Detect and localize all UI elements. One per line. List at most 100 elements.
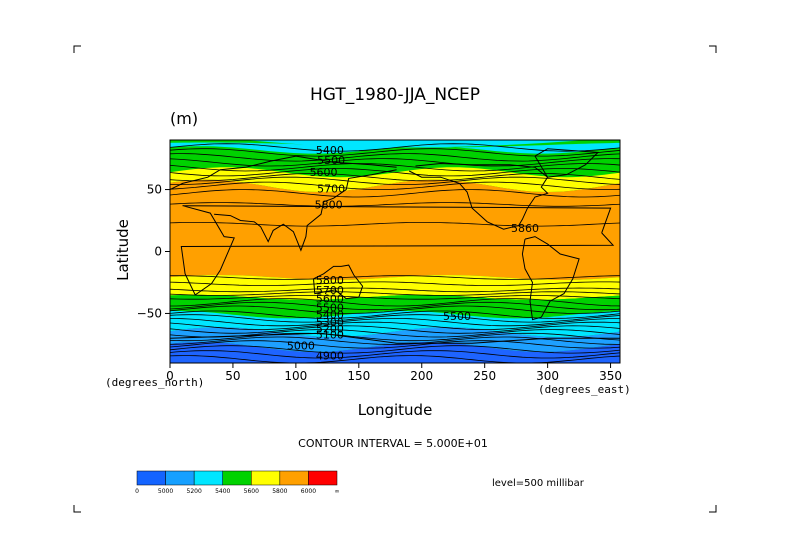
height-band-1 <box>170 142 620 154</box>
contour-labels: 5400550056005700580058605800570056005500… <box>287 144 539 363</box>
colorbar-swatch-4 <box>251 470 281 486</box>
contour-label-5000: 5000 <box>287 340 315 353</box>
contour-label-5200: 5200 <box>316 322 344 335</box>
x-tick-label-0: 0 <box>166 369 174 383</box>
coastline-3 <box>313 264 364 300</box>
contour-line-21 <box>170 314 620 323</box>
contour-label-4900: 4900 <box>316 350 344 363</box>
x-tick-label-100: 100 <box>284 369 307 383</box>
contour-line-8 <box>170 181 620 190</box>
contour-line-3 <box>170 158 620 167</box>
level-note: level=500 millibar <box>492 478 585 489</box>
colorbar-label-2: 5200 <box>187 488 202 495</box>
coastline-7 <box>170 332 620 344</box>
x-tick-label-50: 50 <box>225 369 240 383</box>
height-bands <box>170 140 620 363</box>
colorbar-label-4: 5600 <box>244 488 259 495</box>
colorbar: 0 5000 5200 5400 5600 5800 6000 ∞ <box>135 470 340 495</box>
contour-line-16 <box>170 295 620 300</box>
colorbar-label-7: ∞ <box>335 488 340 495</box>
contour-line-19 <box>170 305 620 314</box>
contour-label-5400: 5400 <box>316 144 344 157</box>
contour-label-5400: 5400 <box>316 309 344 322</box>
x-unit-label: (degrees_east) <box>538 383 631 396</box>
x-axis-ticks: 0 50 100 150 200 250 300 350 <box>166 363 622 383</box>
colorbar-label-1: 5000 <box>158 488 173 495</box>
colorbar-swatch-3 <box>222 470 252 486</box>
contour-interval-note: CONTOUR INTERVAL = 5.000E+01 <box>298 437 488 450</box>
chart-title: HGT_1980-JJA_NCEP <box>310 85 480 105</box>
contour-label-5700: 5700 <box>317 182 345 195</box>
x-tick-label-150: 150 <box>347 369 370 383</box>
coastline-1 <box>170 155 397 191</box>
contour-line-0 <box>170 143 620 152</box>
contour-label-5700: 5700 <box>316 284 344 297</box>
polar-cap-band <box>245 140 586 148</box>
contour-label-5100: 5100 <box>316 329 344 342</box>
colorbar-swatch-1 <box>165 470 195 486</box>
y-tick-label-0: 0 <box>154 245 162 259</box>
coastline-4 <box>408 162 549 230</box>
y-axis-ticks: 50 0 −50 <box>137 183 170 320</box>
contour-line-31 <box>170 355 620 363</box>
contour-line-30 <box>170 350 620 359</box>
y-axis-title: Latitude <box>114 219 132 281</box>
contour-line-12 <box>170 275 620 280</box>
x-tick-label-300: 300 <box>536 369 559 383</box>
height-band-7 <box>170 327 620 352</box>
contour-line-26 <box>170 332 620 342</box>
x-tick-label-200: 200 <box>410 369 433 383</box>
contour-label-5800: 5800 <box>315 198 343 211</box>
colorbar-swatch-0 <box>136 470 166 486</box>
corner-marks <box>73 45 717 513</box>
x-tick-label-250: 250 <box>473 369 496 383</box>
contour-line-5 <box>170 168 620 177</box>
contour-line-22 <box>170 318 620 327</box>
height-band-5 <box>170 294 620 319</box>
colorbar-swatch-2 <box>193 470 223 486</box>
colorbar-label-6: 6000 <box>301 488 316 495</box>
colorbar-label-0: 0 <box>135 488 139 495</box>
coastline-0 <box>180 205 615 296</box>
contour-lines <box>170 143 620 363</box>
contour-label-5500: 5500 <box>316 301 344 314</box>
contour-line-1 <box>170 148 620 157</box>
contour-line-29 <box>170 345 620 354</box>
contour-line-6 <box>170 173 620 182</box>
x-tick-label-350: 350 <box>599 369 622 383</box>
contour-label-5300: 5300 <box>316 316 344 329</box>
contour-line-15 <box>170 291 620 296</box>
coastlines <box>170 148 620 344</box>
y-tick-label--50: −50 <box>137 306 162 320</box>
contour-line-10 <box>170 202 620 207</box>
contour-line-4 <box>170 163 620 172</box>
contour-label-5860: 5860 <box>511 222 539 235</box>
units-label: (m) <box>170 109 198 128</box>
coastline-5 <box>521 236 580 321</box>
contour-line-28 <box>170 340 620 349</box>
map-plot-area: 5400550056005700580058605800570056005500… <box>169 139 621 364</box>
colorbar-swatch-6 <box>308 470 338 486</box>
coastline-2 <box>214 169 397 252</box>
colorbar-label-3: 5400 <box>215 488 230 495</box>
contour-line-11 <box>170 222 620 227</box>
contour-label-5500: 5500 <box>443 310 471 323</box>
contour-label-5600: 5600 <box>316 293 344 306</box>
contour-line-27 <box>170 336 620 345</box>
contour-line-7 <box>170 176 620 185</box>
contour-line-13 <box>170 281 620 287</box>
contour-line-14 <box>170 287 620 293</box>
contour-line-2 <box>170 153 620 162</box>
contour-label-5800: 5800 <box>316 274 344 287</box>
contour-line-9 <box>170 189 620 198</box>
contour-line-23 <box>170 321 620 330</box>
colorbar-swatch-5 <box>279 470 309 486</box>
contour-label-5500: 5500 <box>317 154 345 167</box>
contour-line-20 <box>170 310 620 319</box>
y-tick-label-50: 50 <box>147 183 162 197</box>
contour-label-5600: 5600 <box>310 166 338 179</box>
colorbar-label-5: 5800 <box>272 488 287 495</box>
coastline-6 <box>534 148 600 178</box>
y-unit-label: (degrees_north) <box>105 376 204 389</box>
